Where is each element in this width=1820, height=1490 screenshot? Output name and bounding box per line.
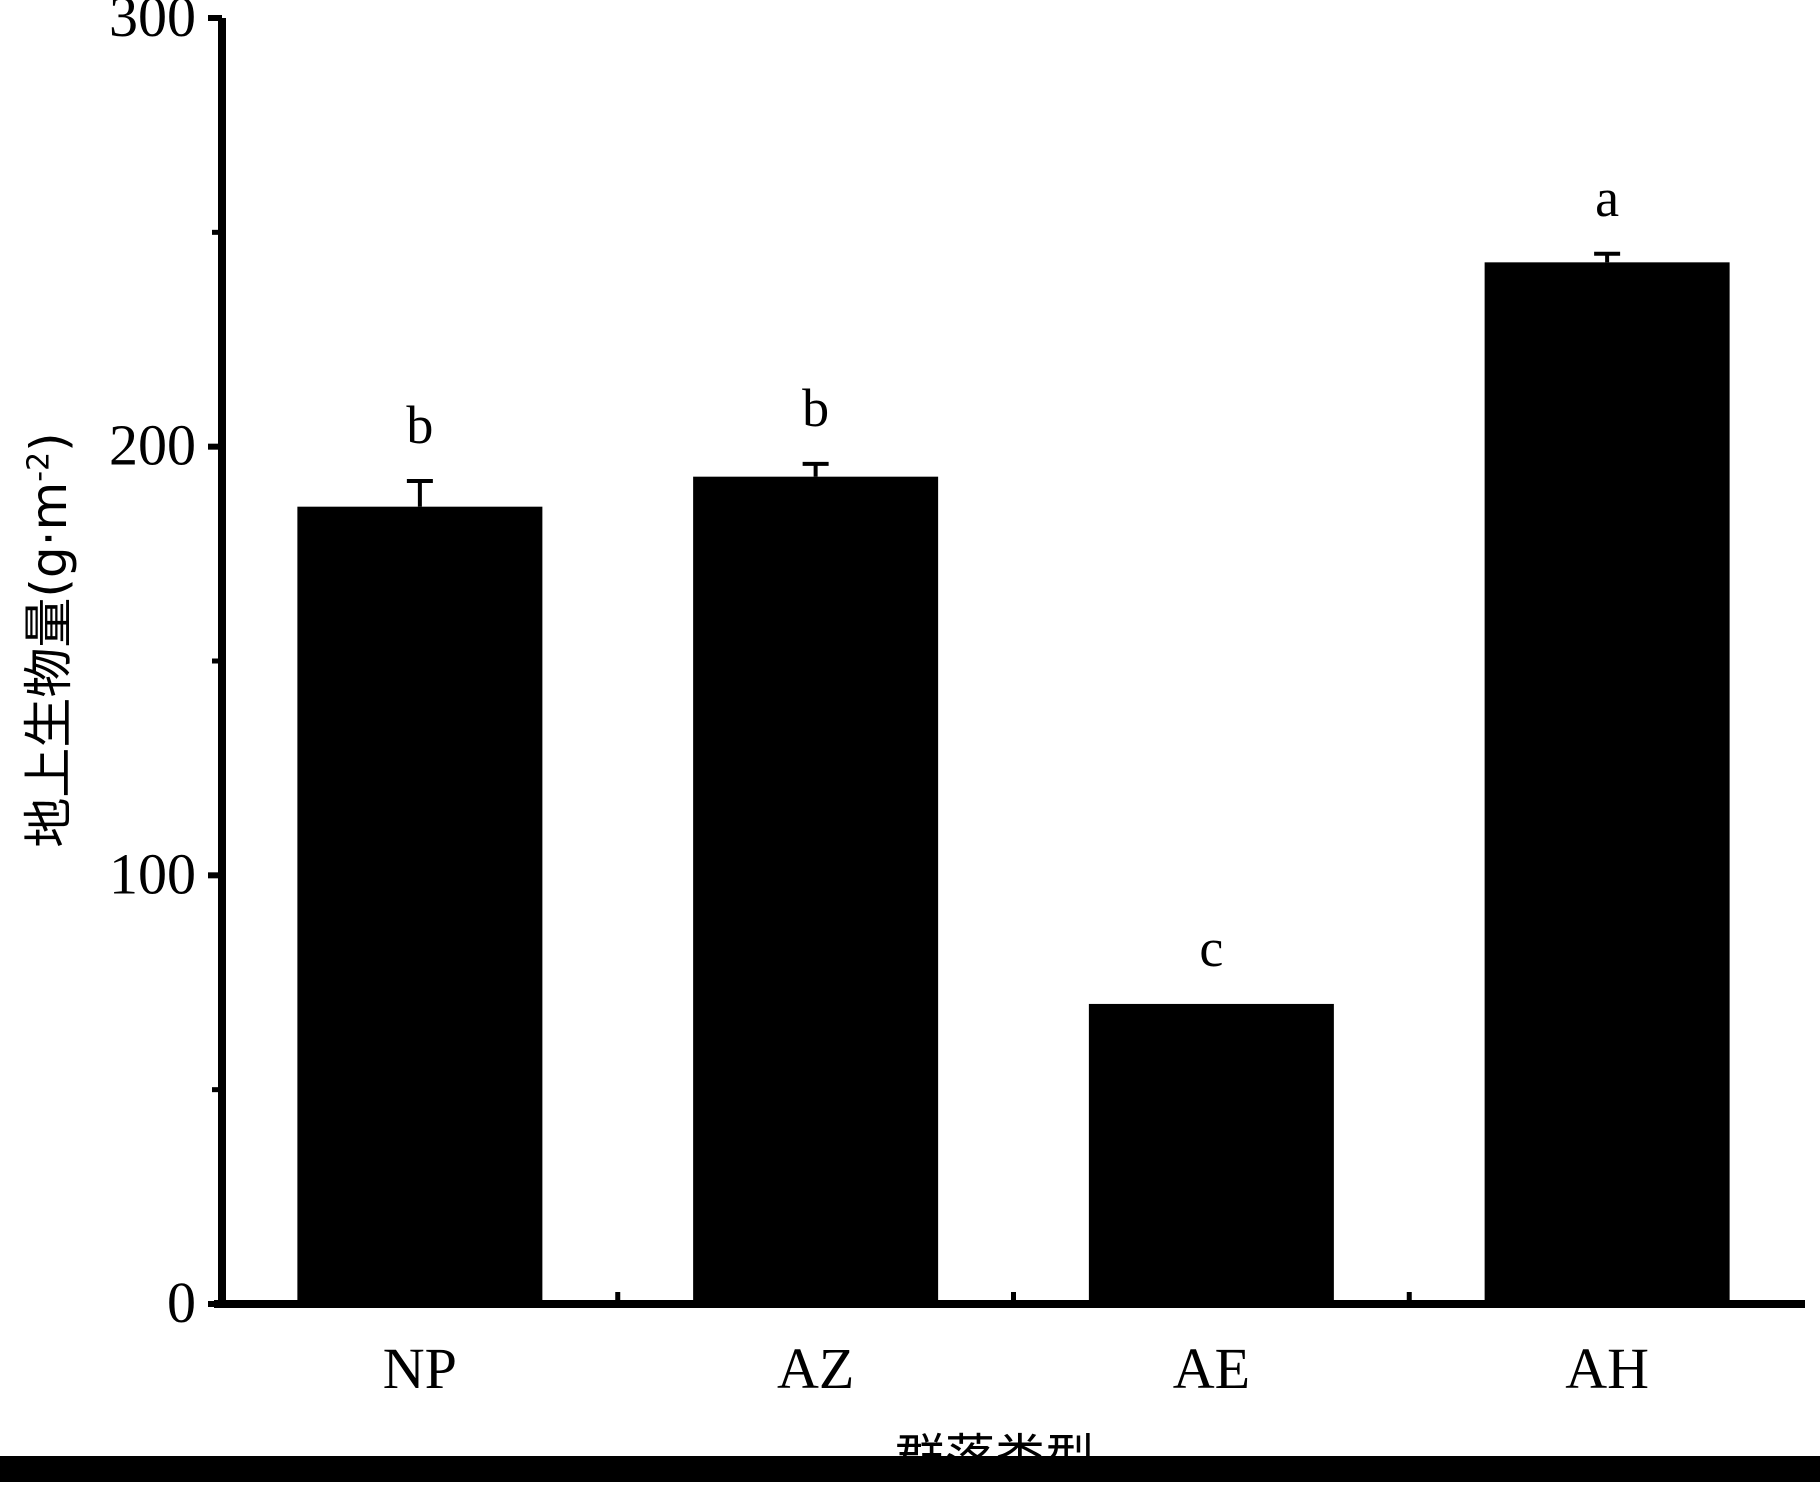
bar [693, 476, 939, 1304]
x-tick-label: AH [1565, 1336, 1649, 1401]
y-axis-title-wrap: 地上生物量(g·m-2) [10, 380, 80, 900]
y-axis-title-unit-exp: -2 [21, 451, 57, 482]
y-tick-label: 0 [167, 1270, 196, 1335]
y-axis-title-text: 地上生物量 [20, 597, 78, 848]
y-axis-title-unit: (g·m [20, 481, 78, 598]
bar [1484, 262, 1730, 1305]
y-ticks: 0 100 200 300 [109, 0, 222, 1335]
significance-letter: c [1199, 918, 1223, 978]
y-tick-label: 100 [109, 841, 196, 906]
y-axis-title: 地上生物量(g·m-2) [9, 340, 81, 940]
bar [297, 506, 543, 1304]
plot-area: 0 100 200 300 b NP b AZ c AE a AH [109, 0, 1805, 1401]
y-tick-label: 200 [109, 413, 196, 478]
significance-letter: a [1595, 168, 1619, 228]
x-ticks [615, 1292, 1412, 1304]
bars [297, 251, 1730, 1305]
y-tick-label: 300 [109, 0, 196, 49]
x-tick-label: AE [1173, 1336, 1250, 1401]
significance-letter: b [406, 395, 433, 455]
x-tick-label: NP [383, 1336, 457, 1401]
x-tick-label: AZ [777, 1336, 854, 1401]
category-labels: b NP b AZ c AE a AH [383, 168, 1649, 1401]
y-axis-title-unit-close: ) [20, 432, 78, 452]
bar [1088, 1003, 1334, 1304]
bottom-band [0, 1456, 1820, 1482]
significance-letter: b [802, 378, 829, 438]
